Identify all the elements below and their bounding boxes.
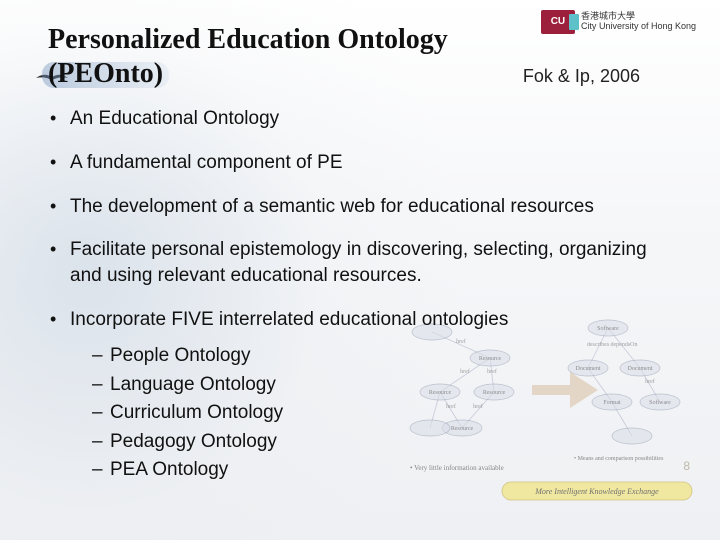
title-line2: (PEOnto) <box>48 58 163 90</box>
sub-item: Language Ontology <box>92 371 680 400</box>
citation: Fok & Ip, 2006 <box>523 67 680 85</box>
bullet-item-text: Incorporate FIVE interrelated educationa… <box>70 309 508 330</box>
university-logo: CU 香港城市大學 City University of Hong Kong <box>541 10 696 34</box>
slide: CU 香港城市大學 City University of Hong Kong P… <box>0 0 720 540</box>
sub-list: People Ontology Language Ontology Curric… <box>92 342 680 485</box>
bullet-item: The development of a semantic web for ed… <box>48 194 680 220</box>
sub-item: PEA Ontology <box>92 456 680 485</box>
svg-text:More Intelligent Knowledge Exc: More Intelligent Knowledge Exchange <box>534 487 659 496</box>
title-line2-text: (PEOnto) <box>48 58 163 89</box>
logo-text-en: City University of Hong Kong <box>581 22 696 32</box>
title-row2: (PEOnto) Fok & Ip, 2006 <box>48 58 680 90</box>
logo-text: 香港城市大學 City University of Hong Kong <box>581 12 696 32</box>
bullet-item: Incorporate FIVE interrelated educationa… <box>48 307 680 485</box>
bullet-item: A fundamental component of PE <box>48 150 680 176</box>
bullet-list: An Educational Ontology A fundamental co… <box>48 106 680 484</box>
logo-mark-icon: CU <box>541 10 575 34</box>
content: An Educational Ontology A fundamental co… <box>48 106 680 484</box>
bullet-item: An Educational Ontology <box>48 106 680 132</box>
slide-number: 8 <box>683 460 690 472</box>
sub-item: Pedagogy Ontology <box>92 428 680 457</box>
sub-item: People Ontology <box>92 342 680 371</box>
bullet-item: Facilitate personal epistemology in disc… <box>48 237 680 288</box>
sub-item: Curriculum Ontology <box>92 399 680 428</box>
